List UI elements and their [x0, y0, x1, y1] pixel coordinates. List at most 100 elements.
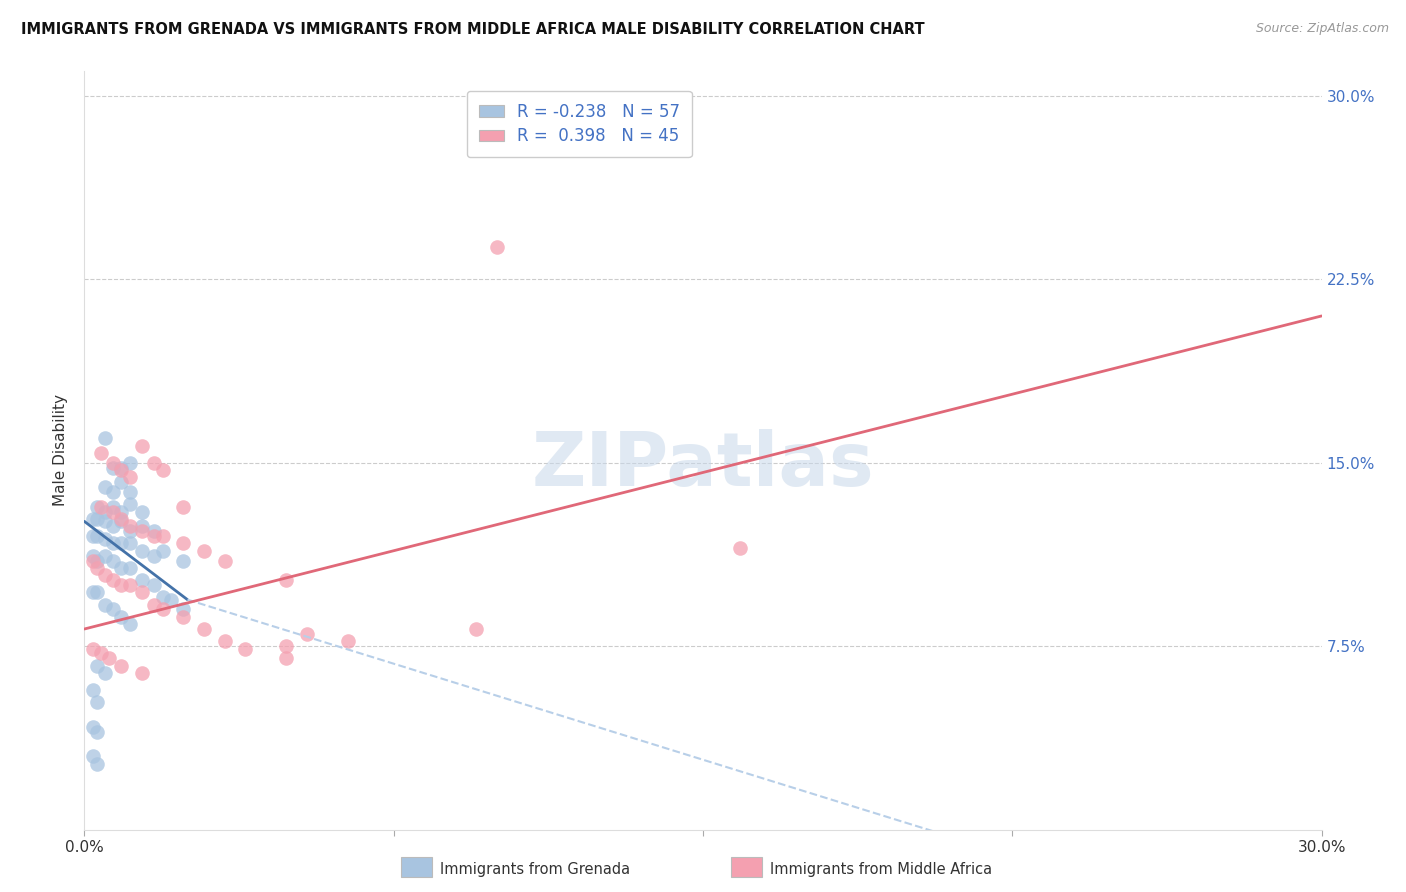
Point [110, 505, 132, 519]
Point [485, 240, 508, 254]
Point [103, 536, 125, 550]
Point [131, 585, 153, 599]
Point [103, 602, 125, 616]
Point [152, 543, 174, 558]
Point [214, 553, 236, 567]
Point [118, 561, 141, 575]
Point [193, 543, 215, 558]
Point [131, 573, 153, 587]
Point [131, 543, 153, 558]
Point [94, 598, 117, 612]
Point [82, 512, 104, 526]
Point [143, 456, 166, 470]
Point [103, 460, 125, 475]
Point [160, 592, 183, 607]
Point [110, 658, 132, 673]
Point [131, 439, 153, 453]
Point [90, 446, 112, 460]
Point [103, 485, 125, 500]
Point [172, 553, 194, 567]
Point [103, 500, 125, 514]
Text: IMMIGRANTS FROM GRENADA VS IMMIGRANTS FROM MIDDLE AFRICA MALE DISABILITY CORRELA: IMMIGRANTS FROM GRENADA VS IMMIGRANTS FR… [21, 22, 925, 37]
Point [118, 536, 141, 550]
Point [82, 641, 104, 656]
Point [103, 456, 125, 470]
Point [118, 497, 141, 511]
Legend: R = -0.238   N = 57, R =  0.398   N = 45: R = -0.238 N = 57, R = 0.398 N = 45 [467, 91, 692, 157]
Point [131, 505, 153, 519]
Point [82, 549, 104, 563]
Point [568, 113, 591, 128]
Point [103, 505, 125, 519]
Point [214, 634, 236, 648]
Point [110, 460, 132, 475]
Text: Immigrants from Middle Africa: Immigrants from Middle Africa [770, 863, 993, 877]
Point [110, 609, 132, 624]
Point [94, 515, 117, 529]
Point [276, 651, 298, 665]
Point [143, 529, 166, 543]
Point [143, 549, 166, 563]
Point [86, 756, 108, 771]
Point [110, 536, 132, 550]
Point [233, 641, 256, 656]
Point [276, 639, 298, 653]
Y-axis label: Male Disability: Male Disability [53, 394, 69, 507]
Point [86, 724, 108, 739]
Point [118, 470, 141, 484]
Point [172, 536, 194, 550]
Text: ZIPatlas: ZIPatlas [531, 429, 875, 502]
Point [82, 553, 104, 567]
Point [82, 749, 104, 764]
Point [110, 475, 132, 490]
Point [86, 512, 108, 526]
Point [94, 549, 117, 563]
Point [152, 591, 174, 605]
Point [295, 627, 318, 641]
Point [337, 634, 360, 648]
Point [82, 529, 104, 543]
Point [103, 519, 125, 533]
Point [110, 512, 132, 526]
Point [103, 553, 125, 567]
Point [94, 431, 117, 445]
Text: Immigrants from Grenada: Immigrants from Grenada [440, 863, 630, 877]
Point [728, 541, 751, 556]
Point [465, 622, 488, 636]
Point [82, 585, 104, 599]
Point [152, 529, 174, 543]
Point [90, 647, 112, 661]
Point [118, 524, 141, 538]
Point [94, 480, 117, 494]
Point [118, 456, 141, 470]
Point [172, 609, 194, 624]
Point [172, 602, 194, 616]
Point [86, 553, 108, 567]
Point [94, 666, 117, 681]
Point [131, 524, 153, 538]
Point [131, 519, 153, 533]
Point [118, 578, 141, 592]
Point [94, 532, 117, 546]
Point [118, 617, 141, 632]
Point [143, 598, 166, 612]
Point [110, 515, 132, 529]
Point [86, 500, 108, 514]
Text: Source: ZipAtlas.com: Source: ZipAtlas.com [1256, 22, 1389, 36]
Point [103, 573, 125, 587]
Point [143, 524, 166, 538]
Point [82, 720, 104, 734]
Point [118, 485, 141, 500]
Point [118, 519, 141, 533]
Point [86, 658, 108, 673]
Point [110, 578, 132, 592]
Point [110, 463, 132, 477]
Point [86, 561, 108, 575]
Point [110, 561, 132, 575]
Point [86, 529, 108, 543]
Point [90, 500, 112, 514]
Point [131, 666, 153, 681]
Point [152, 602, 174, 616]
Point [152, 463, 174, 477]
Point [193, 622, 215, 636]
